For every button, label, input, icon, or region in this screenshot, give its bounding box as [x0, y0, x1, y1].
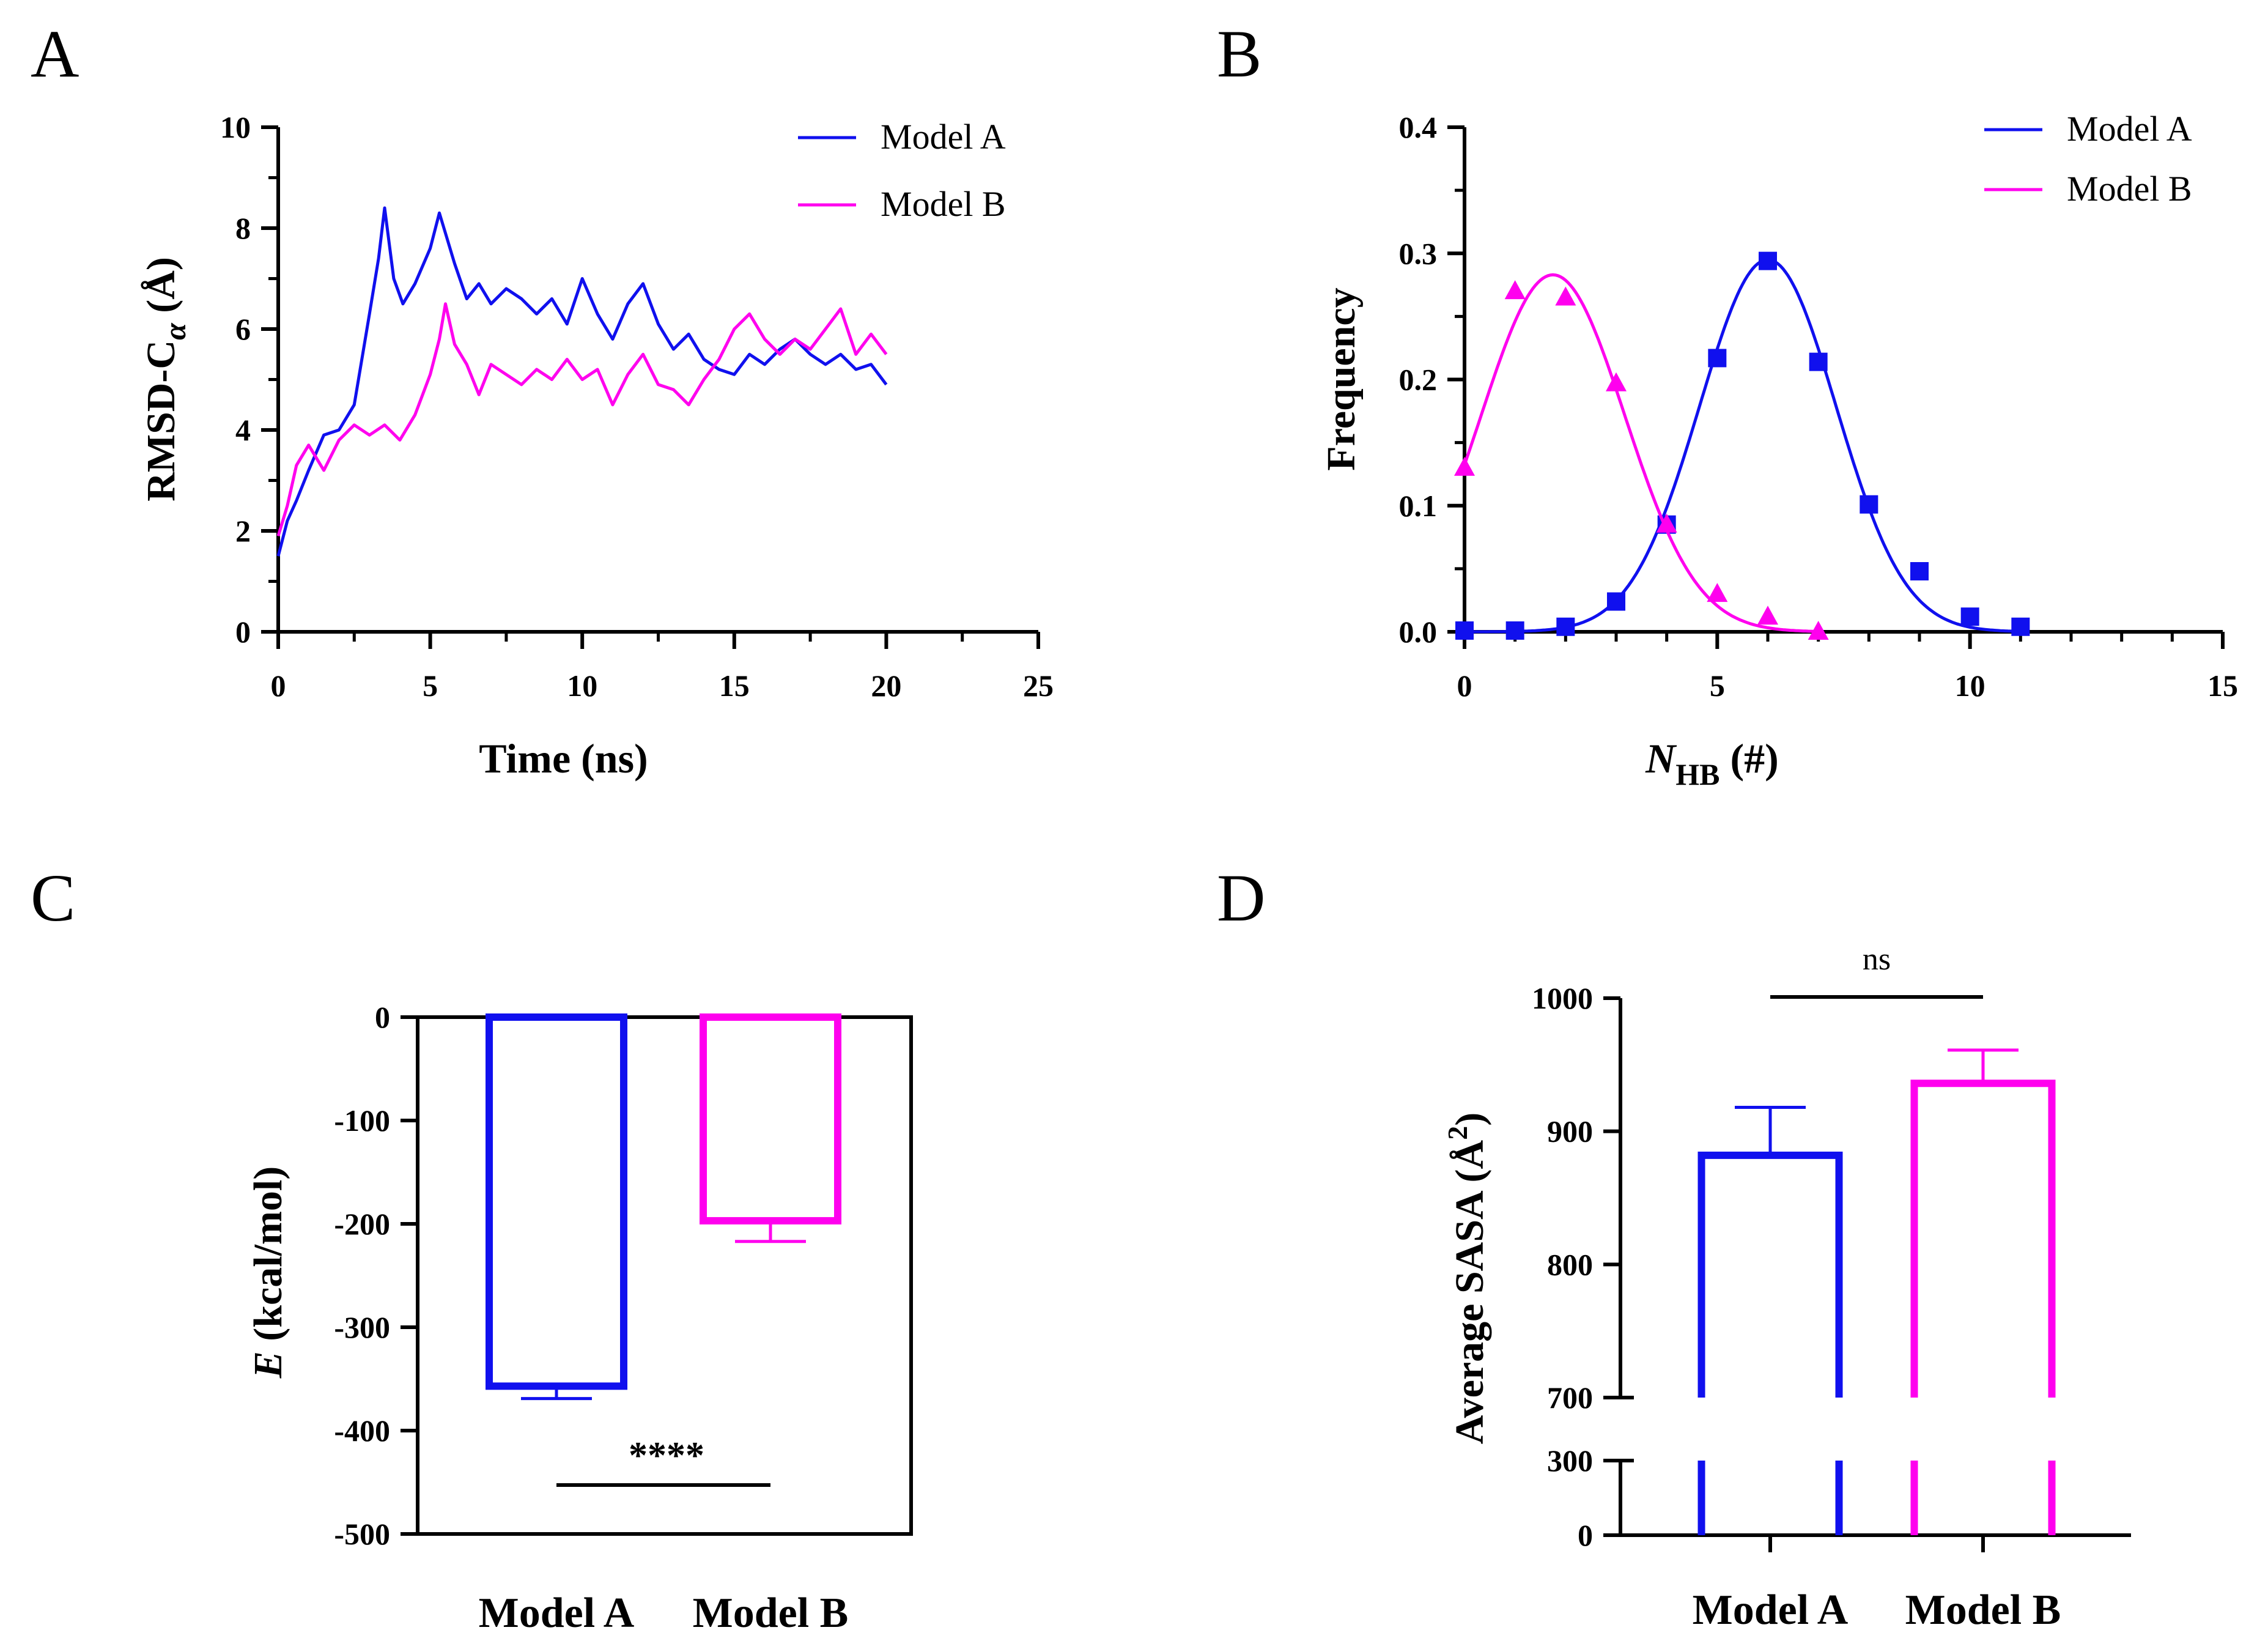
y-tick-label: 0 [375, 1000, 390, 1034]
x-tick-label: 5 [1710, 669, 1725, 703]
x-tick-label: 25 [1023, 669, 1054, 703]
y-tick-label: 700 [1547, 1380, 1593, 1415]
x-axis-label: Time (ns) [479, 735, 648, 782]
y-axis-label: RMSD-Cα (Å) [139, 257, 192, 502]
data-point-model-b [1555, 286, 1576, 306]
y-tick-label: -400 [334, 1413, 390, 1448]
data-point-model-b [1504, 280, 1526, 300]
y-axis-label-main: RMSD-C [139, 340, 183, 502]
y-tick-label: 800 [1547, 1247, 1593, 1281]
y-axis-label-unit: (Å) [139, 257, 183, 323]
x-tick-label: 10 [1955, 669, 1985, 703]
panel-letter-b: B [1217, 17, 1261, 91]
y-tick-label: 0.1 [1399, 489, 1438, 523]
x-axis-label-main: N [1645, 735, 1677, 782]
x-tick-label: 0 [1457, 669, 1472, 703]
legend-label: Model A [2067, 109, 2192, 149]
legend-label: Model A [881, 117, 1006, 157]
bar-model-a [486, 1013, 627, 1390]
y-tick-label: 10 [220, 110, 251, 144]
y-axis-label-main: E [246, 1351, 290, 1379]
data-point-model-a [1759, 251, 1777, 270]
x-category-label: Model A [479, 1590, 635, 1637]
data-point-model-b [1757, 606, 1778, 625]
x-tick-label: 15 [719, 669, 750, 703]
y-axis-label-unit: ) [1447, 1113, 1492, 1126]
data-point-model-a [1910, 562, 1929, 580]
y-tick-label: 0.3 [1399, 236, 1438, 270]
x-tick-label: 10 [567, 669, 597, 703]
data-point-model-a [1860, 495, 1878, 514]
chart-panel-b: 0 5 10 15 0.0 0.1 0.2 0.3 0.4 NHB (#) Frequency Mod… [1319, 109, 2238, 791]
x-tick-label: 0 [271, 669, 286, 703]
y-tick-label: 1000 [1532, 981, 1593, 1015]
data-point-model-b [1606, 372, 1627, 391]
data-point-model-a [1556, 617, 1575, 636]
x-category-label: Model B [1905, 1587, 2061, 1634]
y-tick-label: 0.2 [1399, 363, 1438, 397]
chart-panel-a: 0 5 10 15 20 25 0 2 4 6 8 10 Time (ns) RMSD-Cα (Å) Mod… [139, 110, 1054, 782]
data-point-model-a [1607, 592, 1625, 611]
y-axis-label: Average SASA (Å2) [1442, 1113, 1492, 1444]
y-tick-label: 2 [235, 514, 251, 548]
y-axis-label-sup: 2 [1442, 1126, 1473, 1140]
series-line-model-b [276, 302, 888, 537]
significance-label: ns [1863, 942, 1891, 977]
x-axis-label-sub: HB [1675, 757, 1719, 791]
panel-letter-a: A [31, 17, 79, 91]
y-axis-label-unit: (kcal/mol) [246, 1166, 290, 1351]
y-tick-label: 6 [235, 312, 251, 346]
y-tick-label: -100 [334, 1103, 390, 1138]
y-tick-label: 0.0 [1399, 615, 1438, 649]
y-axis-label-sub: α [158, 322, 192, 340]
y-tick-label: 8 [235, 211, 251, 245]
x-category-label: Model A [1693, 1587, 1849, 1634]
bar-model-b [700, 1013, 841, 1224]
y-axis-label-main: Average SASA (Å [1447, 1139, 1492, 1444]
y-axis-label: E (kcal/mol) [246, 1166, 290, 1379]
y-tick-label: -200 [334, 1207, 390, 1241]
significance-label: **** [629, 1435, 704, 1476]
y-tick-label: -500 [334, 1517, 390, 1551]
y-tick-label: 0.4 [1399, 110, 1438, 144]
y-tick-label: 900 [1547, 1114, 1593, 1149]
plot-frame [416, 1015, 913, 1536]
x-tick-label: 20 [871, 669, 901, 703]
data-point-model-a [1960, 607, 1979, 626]
x-category-label: Model B [693, 1590, 849, 1637]
y-tick-label: 300 [1547, 1443, 1593, 1478]
data-point-model-a [1708, 349, 1727, 368]
x-tick-label: 5 [423, 669, 438, 703]
series-line-model-a [276, 206, 888, 557]
chart-panel-c: 0 -100 -200 -300 -400 -500 E (kcal/mol) Model A… [246, 1000, 913, 1637]
data-point-model-b [1656, 513, 1677, 533]
y-tick-label: -300 [334, 1310, 390, 1344]
fit-curve-model-a [1465, 258, 2021, 634]
legend-label: Model B [2067, 169, 2192, 209]
data-point-model-a [1505, 621, 1524, 640]
x-tick-label: 15 [2207, 669, 2238, 703]
chart-panel-d: 700 800 900 1000 0 300 Average SASA (Å2) Model … [1442, 942, 2131, 1634]
panel-letter-d: D [1217, 861, 1265, 935]
y-tick-label: 4 [235, 413, 251, 447]
data-point-model-a [1455, 621, 1474, 640]
data-point-model-a [2011, 617, 2030, 636]
y-axis-label: Frequency [1319, 287, 1364, 470]
y-tick-label: 0 [1578, 1518, 1593, 1552]
fit-curve-model-b [1463, 273, 1819, 633]
data-point-model-a [1809, 352, 1828, 371]
x-axis-label-unit: (#) [1720, 735, 1779, 782]
legend-label: Model B [881, 184, 1006, 224]
panel-letter-c: C [31, 861, 75, 935]
y-tick-label: 0 [235, 615, 251, 649]
data-point-model-b [1707, 583, 1728, 602]
x-axis-label: NHB (#) [1645, 735, 1779, 791]
bar-model-b [1910, 1080, 2056, 1398]
data-point-model-b [1808, 621, 1829, 640]
data-point-model-b [1454, 456, 1475, 476]
bar-model-a [1697, 1151, 1843, 1398]
